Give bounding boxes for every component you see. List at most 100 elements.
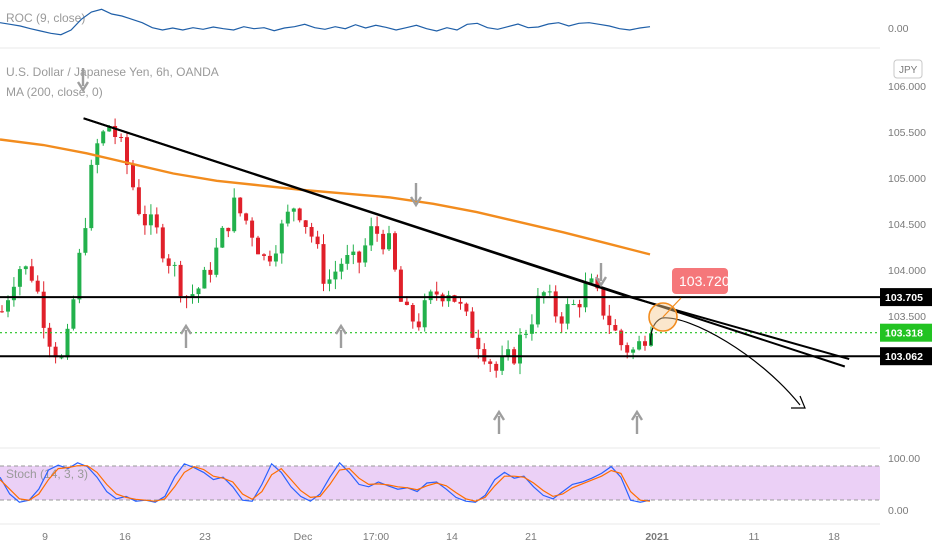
currency-badge[interactable]: JPY xyxy=(893,59,923,79)
candle xyxy=(71,295,76,331)
candle xyxy=(339,258,344,280)
candle xyxy=(190,284,195,304)
candle xyxy=(166,254,171,274)
candle xyxy=(77,248,82,304)
candle xyxy=(136,179,141,216)
level-resistance: 103.705 xyxy=(0,288,932,307)
candle xyxy=(559,312,564,333)
level-current-price: 103.318 xyxy=(0,323,932,342)
candle xyxy=(446,290,451,307)
stoch-tick-label: 0.00 xyxy=(888,505,909,517)
price-tag xyxy=(880,288,932,307)
candle xyxy=(518,328,522,375)
candle xyxy=(291,207,296,222)
price-tick-label: 105.500 xyxy=(888,127,926,139)
candle xyxy=(113,118,118,145)
candle xyxy=(488,358,493,372)
time-tick-label: 2021 xyxy=(645,531,669,543)
candle xyxy=(524,329,528,339)
candle xyxy=(327,269,332,292)
price-axis: 106.000 105.500 105.000 104.500 104.000 103.5… xyxy=(888,81,926,323)
trendlines xyxy=(83,117,850,368)
price-tag xyxy=(880,347,932,366)
candle xyxy=(351,244,356,265)
time-tick-label: 23 xyxy=(199,531,211,543)
swing-low-arrow xyxy=(630,409,644,434)
price-tag-label: 103.705 xyxy=(885,292,923,304)
candle xyxy=(631,347,636,360)
time-tick-label: 9 xyxy=(42,531,48,543)
candle xyxy=(500,345,505,375)
stoch-band xyxy=(0,466,880,500)
stoch-pane: Stoch (14, 3, 3) 100.00 0.00 xyxy=(0,447,920,517)
candle xyxy=(29,258,34,283)
candle xyxy=(464,302,469,316)
candle xyxy=(250,217,255,247)
candle xyxy=(547,284,552,296)
candle xyxy=(172,261,177,277)
candle xyxy=(398,266,403,302)
candle xyxy=(309,222,314,243)
price-tick-label: 103.500 xyxy=(888,311,926,323)
candle xyxy=(0,305,4,313)
candle xyxy=(452,294,457,303)
candle xyxy=(208,262,213,283)
candle xyxy=(410,303,415,329)
swing-low-arrow xyxy=(179,323,193,348)
candle xyxy=(643,335,647,351)
candle xyxy=(160,223,165,263)
candle xyxy=(6,295,10,318)
candle xyxy=(357,250,362,274)
candle xyxy=(494,361,499,378)
breakout-callout xyxy=(672,268,728,294)
price-tag-label: 103.062 xyxy=(885,351,923,363)
roc-series-line xyxy=(0,8,651,36)
breakout-pointer xyxy=(662,297,682,318)
candle xyxy=(589,273,594,284)
breakout-marker: 103.720 xyxy=(648,268,730,332)
candle xyxy=(285,204,290,227)
candle xyxy=(607,304,612,334)
price-tag-label: 103.318 xyxy=(885,328,923,340)
projection-arrowhead xyxy=(791,395,806,409)
price-axis-strip xyxy=(880,0,932,550)
ma200-line xyxy=(0,138,651,256)
stoch-k-line xyxy=(0,461,651,503)
candle xyxy=(65,323,70,360)
candle xyxy=(422,293,427,332)
price-tag xyxy=(880,323,932,342)
time-tick-label: 17:00 xyxy=(363,531,389,543)
candle xyxy=(345,244,350,270)
candle xyxy=(613,319,618,332)
candle xyxy=(83,217,88,256)
candle xyxy=(244,212,249,225)
candle xyxy=(238,197,243,217)
candle xyxy=(458,296,463,310)
level-support: 103.062 xyxy=(0,347,932,366)
candle xyxy=(41,281,46,339)
candle xyxy=(202,266,207,289)
candle xyxy=(262,253,266,261)
time-tick-label: 21 xyxy=(525,531,537,543)
price-tick-label: 106.000 xyxy=(888,81,926,93)
candle xyxy=(256,235,260,255)
candle xyxy=(125,132,129,175)
candles xyxy=(0,118,653,378)
candle xyxy=(315,230,320,249)
candle xyxy=(178,260,183,303)
symbol-title: U.S. Dollar / Japanese Yen, 6h, OANDA xyxy=(6,65,219,79)
candle xyxy=(232,188,237,233)
candle xyxy=(565,298,570,330)
candle xyxy=(369,217,374,251)
candle xyxy=(23,265,28,275)
ma-legend: MA (200, close, 0) xyxy=(6,85,103,99)
candle xyxy=(297,207,302,223)
candle xyxy=(375,216,380,242)
candle xyxy=(476,329,481,359)
candle xyxy=(637,335,642,351)
candle xyxy=(101,129,106,146)
candle xyxy=(619,328,624,351)
swing-high-arrow xyxy=(594,263,608,288)
time-axis: 9 16 23 Dec 17:00 14 21 2021 11 18 xyxy=(0,523,880,543)
